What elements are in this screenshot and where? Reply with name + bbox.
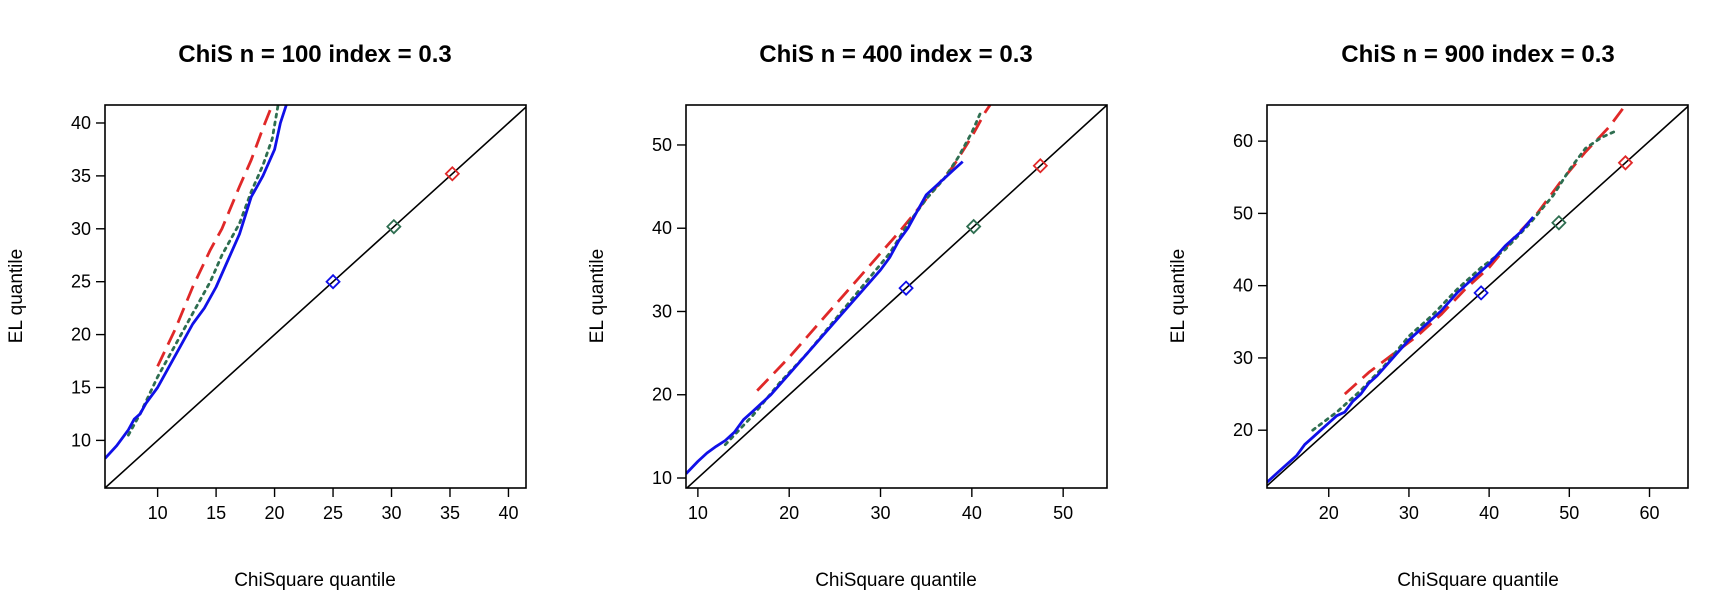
x-tick-label: 10 [148, 503, 168, 523]
y-tick-label: 30 [1233, 348, 1253, 368]
reference-line [105, 106, 526, 488]
y-axis-ticks: 10 15 20 25 30 35 40 [71, 113, 105, 450]
y-tick-label: 15 [71, 377, 91, 397]
series-line-green [1311, 128, 1619, 432]
diamond-marker-blue [325, 273, 341, 290]
x-tick-label: 50 [1559, 503, 1579, 523]
diamond-marker-green [1551, 215, 1567, 231]
x-tick-label: 30 [381, 503, 401, 523]
plot-series [686, 105, 1107, 488]
panel-1: ChiS n = 100 index = 0.3 ChiSquare quant… [6, 41, 527, 591]
x-tick-label: 20 [265, 503, 285, 523]
y-tick-label: 25 [71, 272, 91, 292]
y-axis-label: EL quantile [1168, 249, 1189, 343]
series-line-red [756, 105, 992, 392]
x-axis-label: ChiSquare quantile [1397, 570, 1559, 591]
x-tick-label: 15 [206, 503, 226, 523]
y-tick-label: 60 [1233, 131, 1253, 151]
plot-series [105, 105, 526, 488]
series-line-blue [686, 160, 964, 475]
y-tick-label: 20 [652, 385, 672, 405]
y-tick-label: 40 [1233, 276, 1253, 296]
diamond-marker-blue [1473, 285, 1489, 301]
x-tick-label: 10 [688, 503, 708, 523]
y-tick-label: 30 [652, 301, 672, 321]
x-axis-label: ChiSquare quantile [234, 570, 396, 591]
plot-frame [104, 104, 527, 489]
x-axis-ticks: 10 20 30 40 50 [688, 488, 1073, 523]
plot-area [685, 104, 1108, 489]
y-tick-label: 20 [71, 325, 91, 345]
x-tick-label: 30 [871, 503, 891, 523]
diamond-marker-blue [898, 280, 914, 296]
panel-3: ChiS n = 900 index = 0.3 ChiSquare quant… [1168, 41, 1689, 591]
diamond-marker-red [1032, 158, 1049, 174]
plot-frame [685, 104, 1108, 489]
plot-frame [1266, 104, 1689, 489]
series-line-green [723, 110, 983, 447]
x-tick-label: 20 [1319, 503, 1339, 523]
plot-area [1266, 104, 1689, 489]
panel-title: ChiS n = 400 index = 0.3 [759, 41, 1032, 68]
x-tick-label: 40 [962, 503, 982, 523]
y-axis-ticks: 20 30 40 50 60 [1233, 131, 1267, 440]
y-tick-label: 20 [1233, 420, 1253, 440]
diamond-marker-red [444, 165, 461, 182]
x-tick-label: 30 [1399, 503, 1419, 523]
plot-series [1267, 105, 1688, 487]
x-tick-label: 40 [1479, 503, 1499, 523]
y-axis-label: EL quantile [6, 249, 27, 343]
diamond-marker-green [965, 218, 982, 235]
diamond-marker-green [386, 218, 402, 235]
panel-title: ChiS n = 900 index = 0.3 [1341, 41, 1614, 68]
x-tick-label: 20 [779, 503, 799, 523]
y-tick-label: 30 [71, 219, 91, 239]
x-axis-ticks: 20 30 40 50 60 [1319, 488, 1660, 523]
x-tick-label: 60 [1639, 503, 1659, 523]
y-tick-label: 35 [71, 166, 91, 186]
x-axis-ticks: 10 15 20 25 30 35 40 [148, 488, 518, 523]
x-tick-label: 25 [323, 503, 343, 523]
x-tick-label: 40 [498, 503, 518, 523]
series-line-red [156, 105, 274, 367]
diamond-marker-red [1617, 155, 1634, 171]
y-tick-label: 40 [652, 218, 672, 238]
y-axis-ticks: 10 20 30 40 50 [652, 135, 686, 488]
x-tick-label: 50 [1053, 503, 1073, 523]
series-line-red [1343, 105, 1627, 396]
y-axis-label: EL quantile [587, 249, 608, 343]
x-axis-label: ChiSquare quantile [815, 570, 977, 591]
y-tick-label: 40 [71, 113, 91, 133]
series-line-green [126, 105, 280, 437]
y-tick-label: 10 [652, 468, 672, 488]
x-tick-label: 35 [440, 503, 460, 523]
panel-title: ChiS n = 100 index = 0.3 [178, 41, 451, 68]
y-tick-label: 10 [71, 430, 91, 450]
y-tick-label: 50 [1233, 203, 1253, 223]
series-line-blue [105, 105, 288, 460]
series-line-blue [1267, 216, 1535, 484]
plot-area [104, 104, 527, 489]
y-tick-label: 50 [652, 135, 672, 155]
panel-2: ChiS n = 400 index = 0.3 ChiSquare quant… [587, 41, 1108, 591]
